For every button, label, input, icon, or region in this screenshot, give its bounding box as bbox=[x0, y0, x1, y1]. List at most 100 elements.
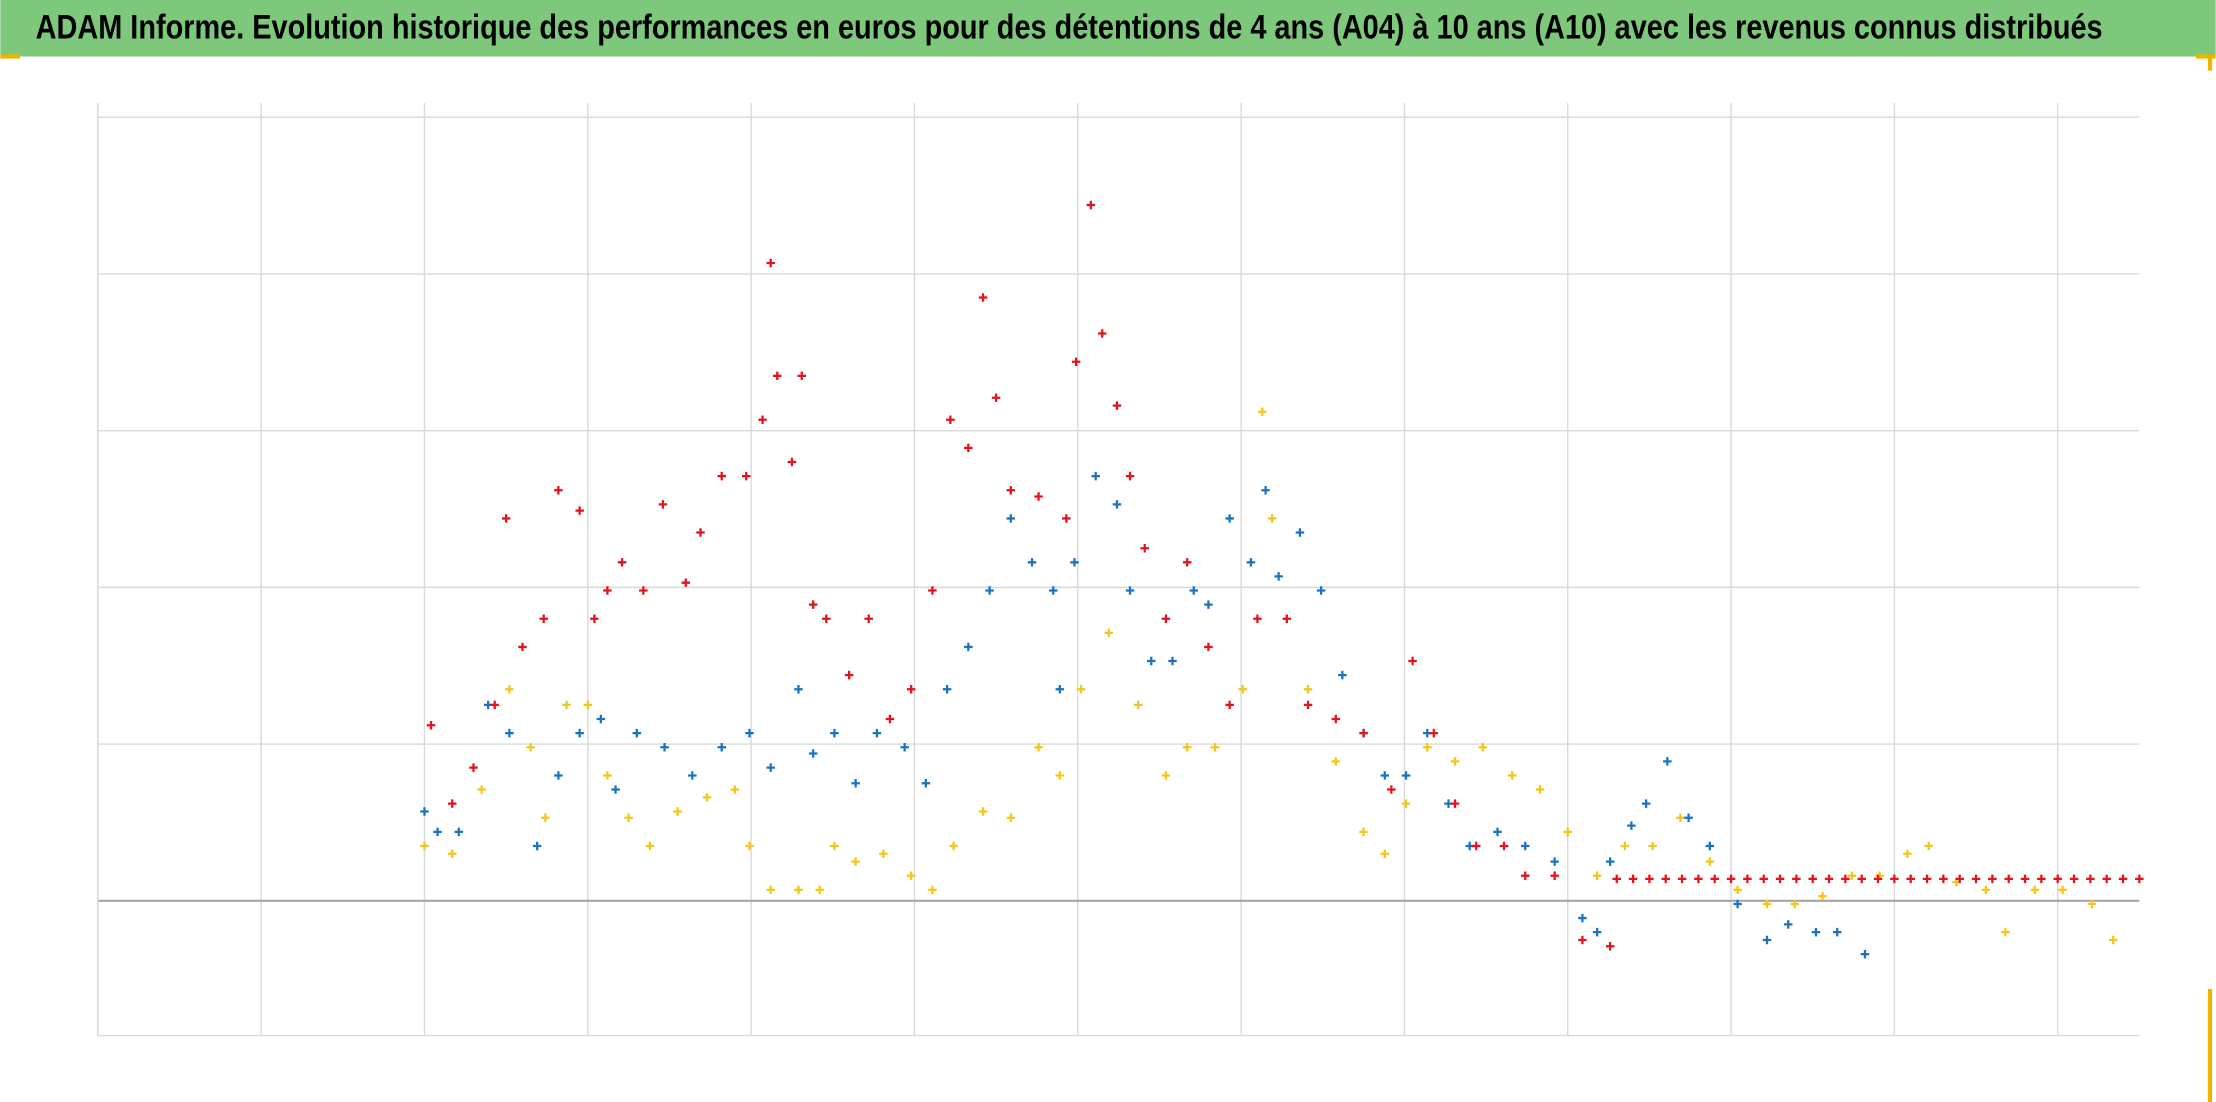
point bbox=[1550, 857, 1559, 866]
point bbox=[1261, 485, 1270, 495]
point bbox=[1238, 685, 1247, 694]
point bbox=[1006, 813, 1016, 823]
point bbox=[2118, 874, 2128, 884]
point bbox=[797, 371, 806, 381]
point bbox=[1847, 871, 1857, 880]
point bbox=[773, 371, 782, 381]
point bbox=[1274, 572, 1283, 581]
point bbox=[1331, 757, 1341, 766]
point bbox=[1592, 871, 1602, 880]
point bbox=[611, 785, 620, 794]
point bbox=[1790, 899, 1799, 909]
point bbox=[1034, 743, 1043, 752]
point bbox=[1204, 600, 1213, 609]
point bbox=[1535, 785, 1545, 794]
point bbox=[2102, 874, 2111, 884]
point bbox=[1062, 514, 1071, 523]
point bbox=[1792, 874, 1801, 884]
point bbox=[1705, 841, 1715, 851]
point bbox=[702, 793, 712, 802]
point bbox=[518, 642, 527, 652]
point bbox=[1282, 614, 1292, 623]
point bbox=[1359, 728, 1368, 738]
point bbox=[624, 813, 633, 823]
point bbox=[1225, 514, 1234, 523]
point bbox=[505, 685, 514, 694]
point bbox=[617, 558, 627, 567]
point bbox=[1161, 614, 1171, 623]
point bbox=[1125, 586, 1135, 595]
point bbox=[532, 841, 542, 851]
point bbox=[603, 771, 612, 780]
point bbox=[681, 578, 691, 587]
point bbox=[879, 849, 888, 859]
point bbox=[1189, 586, 1198, 595]
point bbox=[448, 849, 457, 859]
point bbox=[1684, 813, 1693, 823]
point bbox=[1472, 841, 1481, 851]
point bbox=[1049, 586, 1058, 595]
point bbox=[1006, 514, 1016, 523]
point bbox=[1663, 757, 1672, 766]
point bbox=[1027, 558, 1037, 567]
point bbox=[2037, 874, 2046, 884]
point bbox=[1295, 528, 1305, 537]
point bbox=[1450, 757, 1460, 766]
point bbox=[1605, 857, 1615, 866]
point bbox=[596, 714, 606, 724]
point bbox=[906, 685, 916, 694]
point bbox=[575, 728, 584, 738]
point bbox=[2108, 935, 2118, 945]
point bbox=[741, 471, 751, 481]
point bbox=[1204, 642, 1213, 652]
point bbox=[433, 827, 442, 837]
point bbox=[851, 857, 860, 866]
point bbox=[1733, 899, 1742, 909]
frame-accent bbox=[0, 54, 2216, 1102]
point bbox=[1380, 849, 1390, 859]
point bbox=[454, 827, 464, 837]
point bbox=[1071, 357, 1081, 366]
point bbox=[1055, 685, 1065, 694]
point bbox=[1070, 558, 1079, 567]
point bbox=[541, 813, 550, 823]
point bbox=[1006, 485, 1016, 495]
point bbox=[1988, 874, 1997, 884]
point bbox=[1507, 771, 1517, 780]
point bbox=[928, 885, 937, 895]
point bbox=[766, 885, 775, 895]
point bbox=[2135, 874, 2144, 884]
point bbox=[830, 841, 839, 851]
point bbox=[2004, 874, 2013, 884]
point bbox=[1125, 471, 1135, 481]
point bbox=[1499, 841, 1509, 851]
point bbox=[1450, 799, 1460, 808]
point bbox=[1246, 558, 1256, 567]
point bbox=[639, 586, 648, 595]
point bbox=[1612, 874, 1621, 884]
point bbox=[2053, 874, 2062, 884]
point bbox=[1743, 874, 1752, 884]
point bbox=[1098, 329, 1107, 338]
point bbox=[1939, 874, 1948, 884]
point bbox=[1924, 841, 1933, 851]
point bbox=[1762, 899, 1772, 909]
point bbox=[1873, 874, 1883, 884]
point bbox=[717, 743, 726, 752]
point bbox=[745, 841, 754, 851]
point bbox=[872, 728, 882, 738]
point bbox=[1808, 874, 1817, 884]
point bbox=[562, 700, 571, 710]
point bbox=[660, 743, 669, 752]
point bbox=[1733, 885, 1742, 895]
point bbox=[2030, 885, 2040, 895]
point bbox=[830, 728, 839, 738]
point bbox=[1168, 656, 1177, 666]
point bbox=[1661, 874, 1670, 884]
point bbox=[991, 393, 1001, 403]
point bbox=[1147, 656, 1156, 666]
point bbox=[822, 614, 831, 623]
point bbox=[1903, 849, 1912, 859]
